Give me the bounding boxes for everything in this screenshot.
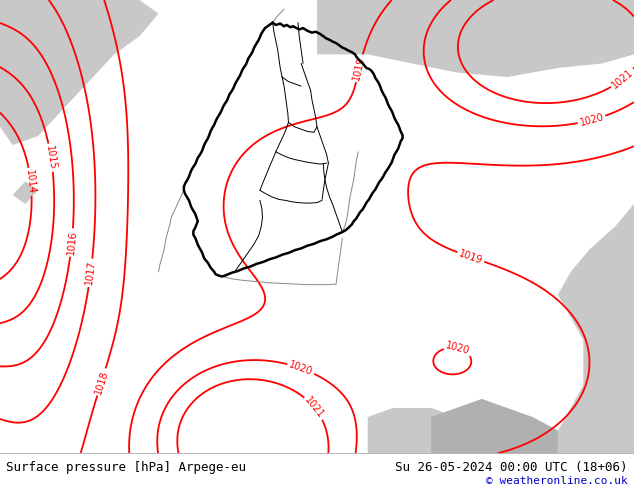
Text: Su 26-05-2024 00:00 UTC (18+06): Su 26-05-2024 00:00 UTC (18+06) xyxy=(395,462,628,474)
Text: 1015: 1015 xyxy=(44,145,58,171)
Text: © weatheronline.co.uk: © weatheronline.co.uk xyxy=(486,476,628,486)
Text: 1021: 1021 xyxy=(610,67,634,91)
Polygon shape xyxy=(558,77,634,453)
Text: 1018: 1018 xyxy=(93,369,110,395)
Polygon shape xyxy=(368,408,533,453)
Text: 1020: 1020 xyxy=(445,341,471,357)
Text: 1020: 1020 xyxy=(288,360,314,377)
Text: 1014: 1014 xyxy=(24,169,37,195)
Text: Surface pressure [hPa] Arpege-eu: Surface pressure [hPa] Arpege-eu xyxy=(6,462,247,474)
Polygon shape xyxy=(431,399,558,453)
Text: 1019: 1019 xyxy=(458,248,484,266)
Text: 1020: 1020 xyxy=(578,112,605,128)
Text: 1016: 1016 xyxy=(65,230,78,255)
Text: 1021: 1021 xyxy=(303,395,326,420)
Text: 1017: 1017 xyxy=(84,260,97,286)
Text: 1019: 1019 xyxy=(352,55,367,81)
Polygon shape xyxy=(317,0,634,77)
Polygon shape xyxy=(13,181,38,204)
Polygon shape xyxy=(0,0,158,145)
